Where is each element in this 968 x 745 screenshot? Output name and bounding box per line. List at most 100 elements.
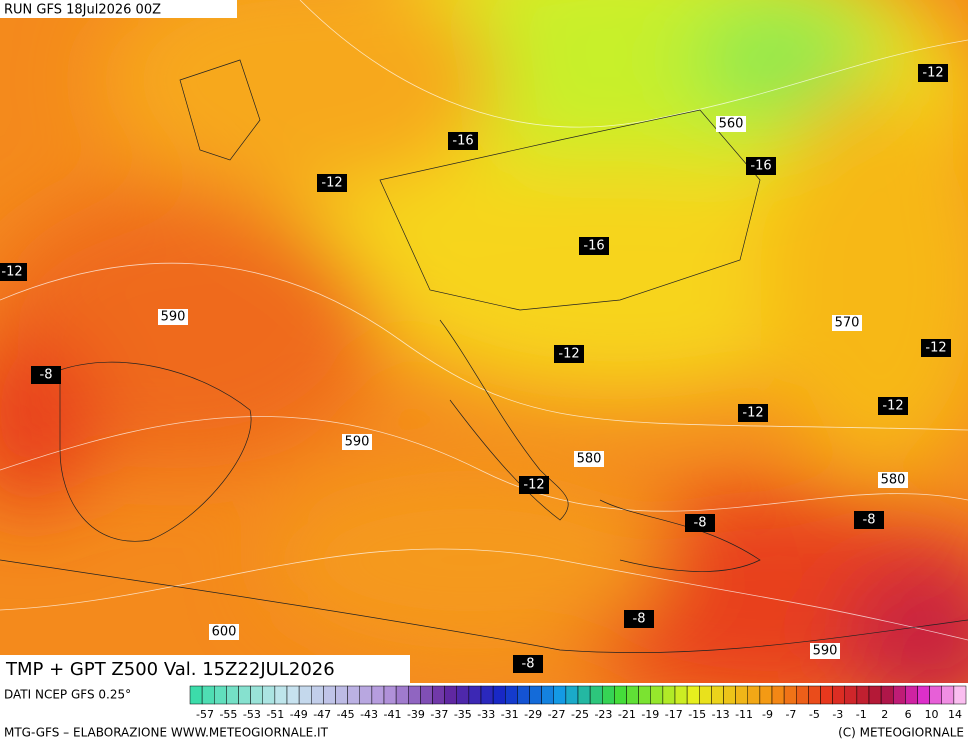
scale-swatch — [553, 685, 567, 705]
scale-swatch — [868, 685, 882, 705]
height-label: 590 — [345, 435, 370, 450]
scale-swatch — [735, 685, 748, 705]
temperature-label: -16 — [750, 159, 771, 174]
scale-label: -19 — [641, 708, 659, 721]
scale-swatch — [941, 685, 955, 705]
scale-swatch — [214, 685, 227, 705]
height-box — [574, 451, 604, 467]
scale-swatch — [189, 685, 203, 705]
scale-label: -5 — [809, 708, 820, 721]
temperature-box — [519, 476, 549, 494]
scale-swatch — [650, 685, 664, 705]
temperature-label: -12 — [1, 265, 22, 280]
scale-swatch — [286, 685, 300, 705]
scale-swatch — [226, 685, 239, 705]
temperature-box — [554, 345, 584, 363]
scale-label: -17 — [665, 708, 683, 721]
height-label: 580 — [881, 473, 906, 488]
scale-swatch — [747, 685, 761, 705]
scale-swatch — [323, 685, 336, 705]
scale-swatch — [771, 685, 785, 705]
map-title: TMP + GPT Z500 Val. 15Z22JUL2026 — [5, 659, 335, 680]
scale-swatch — [492, 685, 506, 705]
scale-label: 2 — [881, 708, 888, 721]
temperature-label: -8 — [522, 657, 535, 672]
scale-swatch — [311, 685, 324, 705]
height-box — [158, 309, 188, 325]
scale-label: -41 — [384, 708, 402, 721]
title-box — [0, 655, 410, 683]
scale-label: 10 — [925, 708, 939, 721]
scale-label: -39 — [407, 708, 425, 721]
scale-label: -53 — [243, 708, 261, 721]
scale-swatch — [238, 685, 251, 705]
scale-swatch — [602, 685, 615, 705]
scale-swatch — [893, 685, 906, 705]
scale-swatch — [832, 685, 845, 705]
scale-swatch — [505, 685, 518, 705]
run-label: RUN GFS 18Jul2026 00Z — [4, 3, 161, 18]
temperature-box — [624, 610, 654, 628]
scale-swatch — [420, 685, 433, 705]
scale-swatch — [262, 685, 276, 705]
height-box — [342, 434, 372, 450]
scale-swatch — [468, 685, 482, 705]
temperature-label: -12 — [558, 347, 579, 362]
height-label: 590 — [813, 644, 838, 659]
scale-label: -25 — [571, 708, 589, 721]
scale-swatch — [699, 685, 712, 705]
color-scale: -57 -55 -53 -51 -49 -47 -45 -43 -41 -39 -37 -35 -33-… — [189, 685, 967, 721]
scale-swatch — [844, 685, 858, 705]
scale-swatch — [201, 685, 215, 705]
scale-swatch — [626, 685, 639, 705]
scale-swatch — [783, 685, 797, 705]
scale-swatch — [577, 685, 591, 705]
temperature-box — [448, 132, 478, 150]
scale-label: -7 — [785, 708, 796, 721]
scale-swatch — [456, 685, 470, 705]
scale-label: -3 — [832, 708, 843, 721]
scale-swatch — [880, 685, 894, 705]
scale-swatch — [796, 685, 809, 705]
temperature-label: -12 — [882, 399, 903, 414]
scale-label: -11 — [735, 708, 753, 721]
temperature-label: -12 — [925, 341, 946, 356]
scale-swatch — [359, 685, 373, 705]
scale-swatch — [529, 685, 542, 705]
scale-label: 14 — [948, 708, 962, 721]
temperature-box — [31, 366, 61, 384]
scale-swatch — [662, 685, 676, 705]
temperature-label: -16 — [452, 134, 473, 149]
temperature-label: -12 — [742, 406, 763, 421]
scale-swatch — [408, 685, 421, 705]
scale-swatch — [711, 685, 724, 705]
scale-swatch — [589, 685, 603, 705]
temperature-label: -12 — [523, 478, 544, 493]
scale-label: -49 — [290, 708, 308, 721]
scale-label: -47 — [313, 708, 331, 721]
temperature-box — [513, 655, 543, 673]
coastlines — [0, 59, 968, 654]
temperature-box — [918, 64, 948, 82]
scale-swatch — [614, 685, 627, 705]
scale-swatch — [686, 685, 700, 705]
temperature-box — [579, 237, 609, 255]
temperature-box — [921, 339, 951, 357]
temperature-box — [317, 174, 347, 192]
temperature-box — [878, 397, 908, 415]
temperature-box — [746, 157, 776, 175]
scale-label: -31 — [501, 708, 519, 721]
scale-label: -29 — [524, 708, 542, 721]
scale-label: 6 — [905, 708, 912, 721]
scale-label: -13 — [712, 708, 730, 721]
scale-swatch — [383, 685, 397, 705]
scale-label: -1 — [856, 708, 867, 721]
scale-swatch — [638, 685, 651, 705]
temperature-label: -8 — [633, 612, 646, 627]
scale-label: -45 — [337, 708, 355, 721]
scale-swatch — [395, 685, 409, 705]
height-label: 600 — [212, 625, 237, 640]
scale-label: -51 — [266, 708, 284, 721]
temperature-box — [854, 511, 884, 529]
temperature-label: -8 — [694, 516, 707, 531]
